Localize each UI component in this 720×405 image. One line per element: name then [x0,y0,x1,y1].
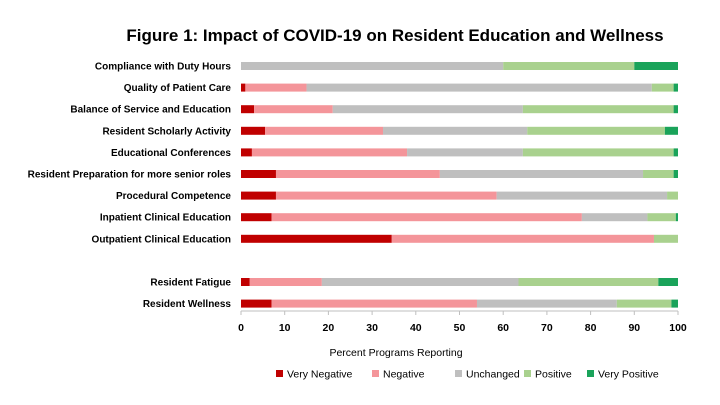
legend-label-positive: Positive [535,369,572,381]
bar-unchanged-inpatient-clinical-education [581,213,648,222]
bar-unchanged-resident-scholarly-activity [383,126,528,135]
chart-title: Figure 1: Impact of COVID-19 on Resident… [126,26,663,45]
bar-very-positive-resident-scholarly-activity [664,126,678,135]
bar-unchanged-compliance-with-duty-hours [241,62,504,70]
bar-positive-outpatient-clinical-education [653,234,678,243]
x-tick-label: 70 [541,322,553,334]
x-tick-label: 50 [454,322,466,334]
bar-positive-resident-scholarly-activity [527,126,665,135]
x-tick-label: 60 [497,322,509,334]
bar-negative-quality-of-patient-care [245,83,307,92]
bar-unchanged-resident-fatigue [321,278,519,286]
bar-negative-inpatient-clinical-education [271,213,582,222]
bar-very-negative-resident-wellness [241,299,272,308]
bar-unchanged-procedural-competence [496,191,668,200]
bar-negative-resident-wellness [271,299,477,308]
bar-very-negative-resident-fatigue [241,278,250,286]
bar-very-positive-quality-of-patient-care [673,83,678,92]
bar-very-negative-procedural-competence [241,191,276,200]
bar-very-negative-quality-of-patient-care [241,83,246,92]
category-label-inpatient-clinical-education: Inpatient Clinical Education [100,213,231,224]
legend-swatch-very-positive [587,370,594,377]
bar-positive-compliance-with-duty-hours [503,62,635,70]
legend-label-negative: Negative [383,369,425,381]
x-tick-label: 0 [238,322,244,334]
legend-swatch-very-negative [276,370,283,377]
bar-negative-balance-of-service-and-education [254,105,333,114]
legend-swatch-unchanged [455,370,462,377]
bar-very-positive-educational-conferences [673,148,678,157]
bar-very-positive-resident-fatigue [658,278,678,286]
x-tick-label: 10 [279,322,291,334]
bar-negative-educational-conferences [251,148,408,157]
category-labels: Compliance with Duty Hours Quality of Pat… [28,62,232,311]
category-label-balance-of-service-and-education: Balance of Service and Education [70,105,231,116]
bar-positive-educational-conferences [522,148,674,157]
category-label-educational-conferences: Educational Conferences [111,148,231,159]
x-tick-label: 100 [669,322,687,334]
bar-very-positive-resident-wellness [671,299,678,308]
bar-unchanged-balance-of-service-and-education [332,105,523,114]
category-label-resident-scholarly-activity: Resident Scholarly Activity [102,126,231,137]
bar-negative-outpatient-clinical-education [391,234,654,243]
bar-negative-resident-scholarly-activity [265,126,384,135]
bar-unchanged-educational-conferences [407,148,523,157]
legend: Very Negative Negative Unchanged Positive Ve… [276,369,659,381]
legend-label-unchanged: Unchanged [466,369,520,381]
x-axis: 0 10 20 30 40 50 60 70 80 90 100 [238,310,687,334]
bar-positive-balance-of-service-and-education [522,105,674,114]
bar-negative-resident-preparation-for-more-senior-roles [275,170,440,178]
bars-group [241,62,678,308]
bar-positive-procedural-competence [667,191,678,200]
category-label-quality-of-patient-care: Quality of Patient Care [124,83,232,94]
bar-very-positive-resident-preparation-for-more-senior-roles [673,170,678,178]
category-label-outpatient-clinical-education: Outpatient Clinical Education [92,234,231,245]
bar-positive-resident-fatigue [518,278,659,286]
bar-very-negative-resident-scholarly-activity [241,126,266,135]
x-tick-label: 80 [585,322,597,334]
bar-very-negative-inpatient-clinical-education [241,213,272,222]
x-tick-label: 20 [323,322,335,334]
category-label-procedural-competence: Procedural Competence [116,191,231,202]
bar-negative-resident-fatigue [249,278,322,286]
category-label-resident-fatigue: Resident Fatigue [150,278,231,289]
bar-positive-resident-wellness [616,299,672,308]
category-label-resident-wellness: Resident Wellness [143,299,232,310]
bar-very-positive-balance-of-service-and-education [673,105,678,114]
legend-swatch-negative [372,370,379,377]
category-label-compliance-with-duty-hours: Compliance with Duty Hours [95,62,232,73]
bar-positive-resident-preparation-for-more-senior-roles [643,170,674,178]
bar-very-positive-inpatient-clinical-education [675,213,678,222]
bar-very-negative-outpatient-clinical-education [241,234,392,243]
x-axis-label: Percent Programs Reporting [329,347,462,359]
bar-very-negative-educational-conferences [241,148,252,157]
bar-unchanged-quality-of-patient-care [306,83,652,92]
x-tick-label: 90 [628,322,640,334]
bar-positive-quality-of-patient-care [651,83,674,92]
bar-negative-procedural-competence [275,191,497,200]
x-tick-label: 30 [366,322,378,334]
bar-very-negative-resident-preparation-for-more-senior-roles [241,170,276,178]
legend-label-very-negative: Very Negative [287,369,353,381]
category-label-resident-preparation-for-more-senior-roles: Resident Preparation for more senior rol… [28,170,232,181]
bar-positive-inpatient-clinical-education [647,213,676,222]
bar-unchanged-resident-wellness [476,299,617,308]
legend-label-very-positive: Very Positive [598,369,659,381]
x-tick-label: 40 [410,322,422,334]
legend-swatch-positive [524,370,531,377]
bar-very-negative-balance-of-service-and-education [241,105,255,114]
bar-very-positive-compliance-with-duty-hours [634,62,678,70]
bar-unchanged-resident-preparation-for-more-senior-roles [439,170,644,178]
